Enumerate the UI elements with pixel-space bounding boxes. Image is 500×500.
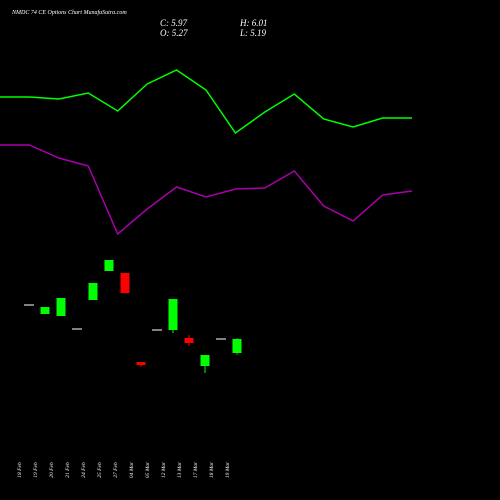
x-tick-label: 17 Mar [193,461,199,478]
candle-body [120,273,130,293]
x-tick-label: 18 Feb [17,462,23,478]
candle-body [56,298,66,316]
ohlc-label: H: 6.01 [239,18,268,28]
candle-body [184,338,194,343]
ohlc-label: O: 5.27 [160,28,188,38]
x-tick-label: 19 Mar [225,461,231,478]
line [0,144,413,236]
candle-body [232,339,242,353]
candle-body [168,299,178,330]
chart-title: NMDC 74 CE Options Chart MunafaSutra.com [11,9,127,16]
x-tick-label: 20 Feb [49,462,55,478]
candle-body [88,283,98,300]
line [0,69,412,135]
x-tick-label: 27 Feb [113,462,119,478]
ohlc-label: C: 5.97 [160,18,188,28]
candle-body [200,355,210,366]
ohlc-label: L: 5.19 [239,28,267,38]
x-tick-label: 12 Mar [161,461,167,478]
x-tick-label: 18 Mar [209,461,215,478]
x-tick-label: 19 Feb [33,462,39,478]
x-tick-label: 05 Mar [145,461,151,478]
x-tick-label: 21 Feb [65,462,71,478]
x-tick-label: 24 Feb [80,462,87,478]
x-tick-label: 13 Mar [177,461,183,478]
candle-body [40,307,50,314]
x-tick-label: 04 Mar [128,461,135,478]
candle-body [104,260,114,271]
x-tick-label: 25 Feb [97,462,103,478]
candle-body [136,362,146,365]
